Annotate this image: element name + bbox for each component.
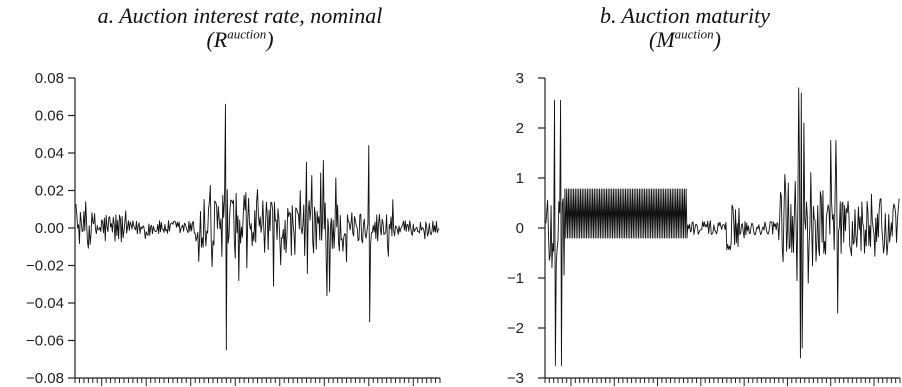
panel-a-title-line1: a. Auction interest rate, nominal (97, 3, 383, 28)
y-tick-label: 0.06 (35, 108, 64, 125)
panel-a-title-line2: (Rauction) (206, 26, 274, 52)
y-tick-label: 0.08 (35, 70, 64, 87)
y-tick-label: 0 (516, 220, 524, 237)
y-tick-label: 0.02 (35, 183, 64, 200)
y-tick-label: 1 (516, 170, 524, 187)
panel-b-title: b. Auction maturity (Mauction) (470, 4, 900, 52)
series-line (545, 87, 900, 366)
chart-0-group: −0.08 −0.06 −0.04 −0.02 0.00 0.02 0.04 0.06 0.08… (26, 70, 441, 387)
y-tick-label: −0.06 (26, 333, 64, 350)
y-tick-label: 3 (516, 70, 524, 87)
y-tick-label: 0.04 (35, 145, 64, 162)
y-tick-label: −3 (507, 370, 524, 387)
y-tick-label: −2 (507, 320, 524, 337)
y-tick-label: −0.08 (26, 370, 64, 387)
panel-a-title: a. Auction interest rate, nominal (Rauct… (30, 4, 450, 52)
y-tick-label: 2 (516, 120, 524, 137)
chart-1-group: −3−2−101233004005006007008009001,000 (507, 70, 901, 387)
y-tick-label: −0.04 (26, 295, 64, 312)
y-tick-label: −1 (507, 270, 524, 287)
series-line (75, 103, 440, 351)
y-tick-label: 0.00 (35, 220, 64, 237)
panel-b-title-line2: (Mauction) (649, 26, 721, 52)
panel-b-title-line1: b. Auction maturity (599, 3, 771, 28)
y-tick-label: −0.02 (26, 258, 64, 275)
